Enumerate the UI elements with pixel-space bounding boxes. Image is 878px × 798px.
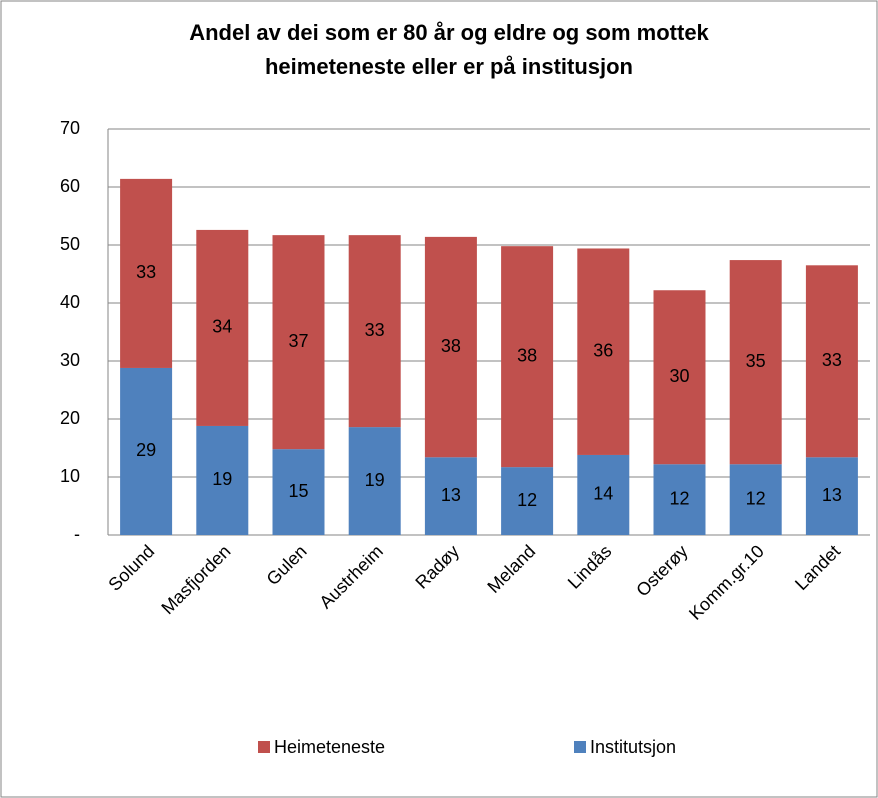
- bar-segment: [120, 178, 173, 368]
- data-label: 38: [441, 336, 461, 356]
- bar-segment: [805, 457, 858, 535]
- bar-segment: [501, 246, 554, 468]
- x-tick-label: Masfjorden: [157, 541, 234, 618]
- data-label: 30: [669, 366, 689, 386]
- bar-segment: [577, 248, 630, 455]
- chart-title: Andel av dei som er 80 år og eldre og so…: [189, 20, 709, 79]
- data-label: 33: [136, 262, 156, 282]
- legend-label: Heimeteneste: [274, 737, 385, 757]
- y-tick-label: 30: [60, 350, 80, 370]
- x-tick-label: Radøy: [411, 541, 463, 593]
- bar-segment: [653, 464, 706, 535]
- bar-segment: [272, 449, 325, 535]
- bar-segment: [348, 235, 401, 428]
- x-tick-label: Landet: [791, 541, 844, 594]
- bar-segment: [805, 265, 858, 458]
- legend-swatch: [258, 741, 270, 753]
- data-label: 15: [288, 481, 308, 501]
- data-label: 35: [746, 351, 766, 371]
- y-tick-label: 50: [60, 234, 80, 254]
- x-tick-label: Osterøy: [632, 541, 691, 600]
- bar-segment: [424, 236, 477, 458]
- data-label: 38: [517, 345, 537, 365]
- x-tick-label: Gulen: [263, 541, 311, 589]
- bar-segment: [196, 229, 249, 426]
- data-label: 12: [517, 490, 537, 510]
- x-tick-label: Meland: [483, 541, 539, 597]
- data-label: 14: [593, 484, 613, 504]
- y-tick-label: 60: [60, 176, 80, 196]
- data-label: 34: [212, 317, 232, 337]
- bar-segment: [729, 464, 782, 535]
- data-label: 13: [822, 485, 842, 505]
- data-label: 37: [288, 331, 308, 351]
- bar-segment: [577, 454, 630, 535]
- bar-segment: [120, 367, 173, 535]
- y-tick-label: 10: [60, 466, 80, 486]
- data-label: 33: [822, 350, 842, 370]
- x-tick-label: Komm.gr.10: [685, 541, 768, 624]
- x-tick-label: Solund: [105, 541, 159, 595]
- bar-segment: [729, 260, 782, 465]
- data-label: 13: [441, 485, 461, 505]
- bar-segment: [196, 425, 249, 535]
- y-tick-label: -: [74, 524, 80, 544]
- bar-segment: [501, 467, 554, 535]
- data-label: 29: [136, 440, 156, 460]
- data-label: 12: [746, 488, 766, 508]
- bar-segment: [272, 235, 325, 450]
- x-tick-label: Lindås: [564, 541, 616, 593]
- data-label: 12: [669, 488, 689, 508]
- bar-segment: [653, 290, 706, 465]
- data-label: 19: [212, 469, 232, 489]
- bar-segment: [348, 427, 401, 535]
- y-tick-label: 40: [60, 292, 80, 312]
- y-tick-label: 70: [60, 118, 80, 138]
- data-label: 19: [365, 470, 385, 490]
- x-tick-label: Austrheim: [315, 541, 386, 612]
- data-label: 36: [593, 340, 613, 360]
- legend-label: Institutsjon: [590, 737, 676, 757]
- legend-swatch: [574, 741, 586, 753]
- bar-segment: [424, 457, 477, 535]
- y-tick-label: 20: [60, 408, 80, 428]
- data-label: 33: [365, 320, 385, 340]
